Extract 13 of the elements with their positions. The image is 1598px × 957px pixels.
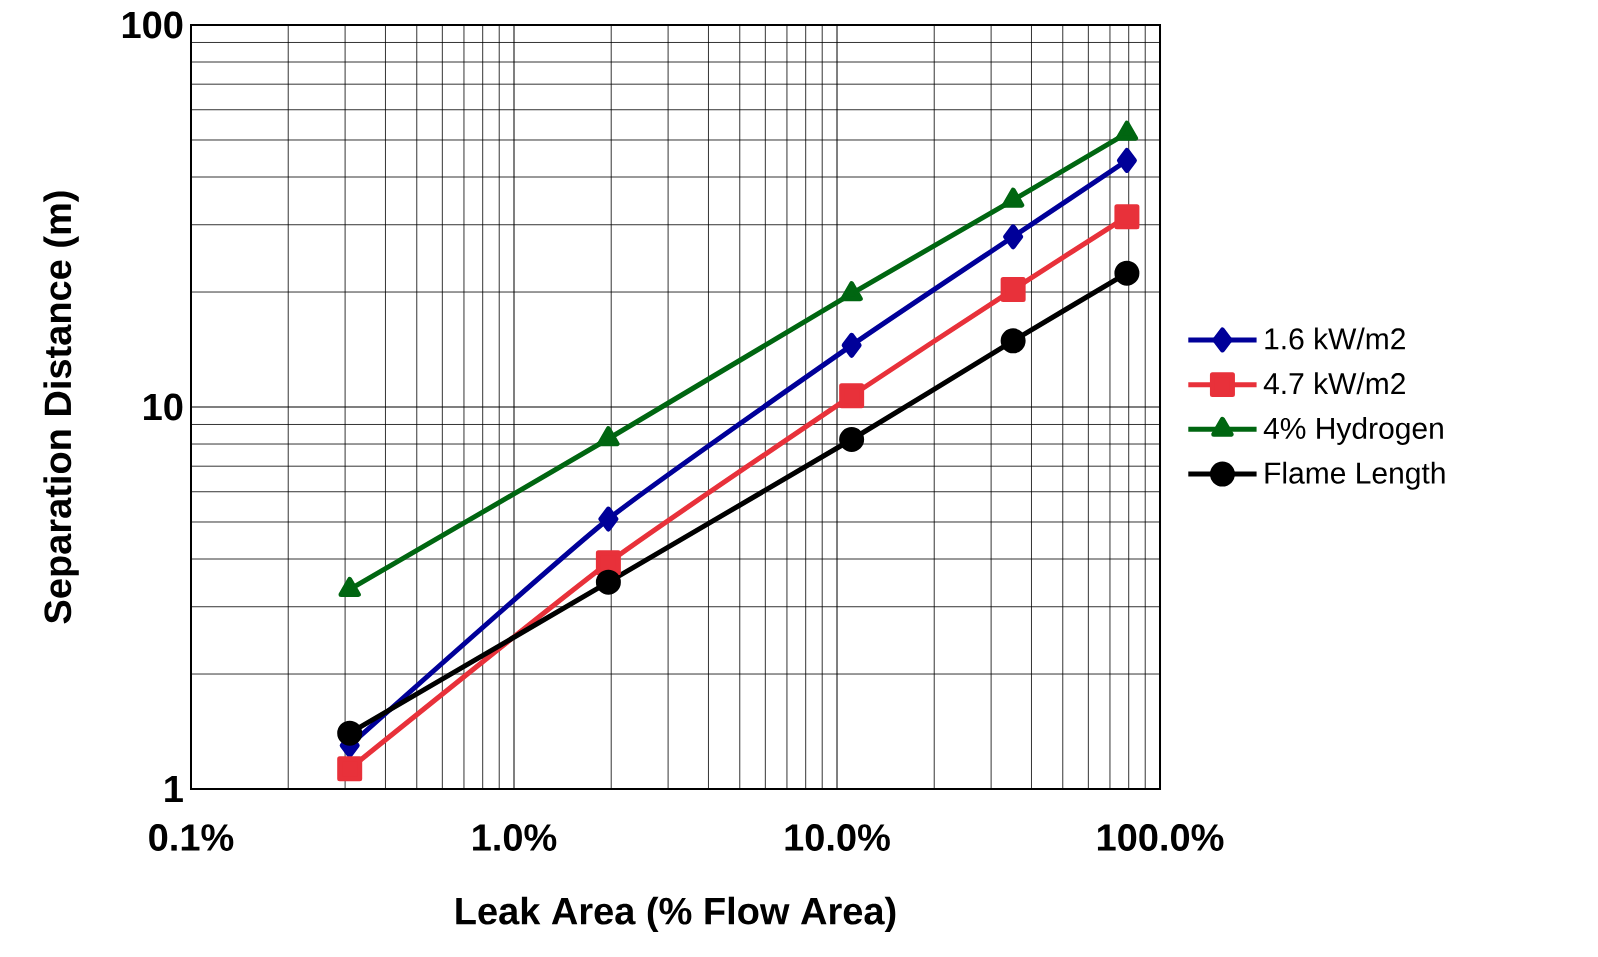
y-tick-label: 100 — [122, 11, 183, 39]
legend-label: 4% Hydrogen — [1263, 417, 1443, 445]
x-tick-label: 100.0% — [1097, 824, 1224, 851]
legend-label: 4.7 kW/m2 — [1263, 372, 1405, 395]
x-tick-label: 1.0% — [473, 824, 557, 851]
y-tick-label: 10 — [144, 393, 183, 421]
x-axis-title: Leak Area (% Flow Area) — [456, 896, 896, 933]
x-tick-label: 10.0% — [785, 824, 890, 851]
x-tick-label: 0.1% — [149, 824, 234, 851]
legend-label: 1.6 kW/m2 — [1265, 327, 1405, 350]
legend-label: Flame Length — [1265, 461, 1445, 490]
y-axis-title: Separation Distance (m) — [43, 191, 79, 624]
y-tick-label: 1 — [165, 775, 183, 803]
